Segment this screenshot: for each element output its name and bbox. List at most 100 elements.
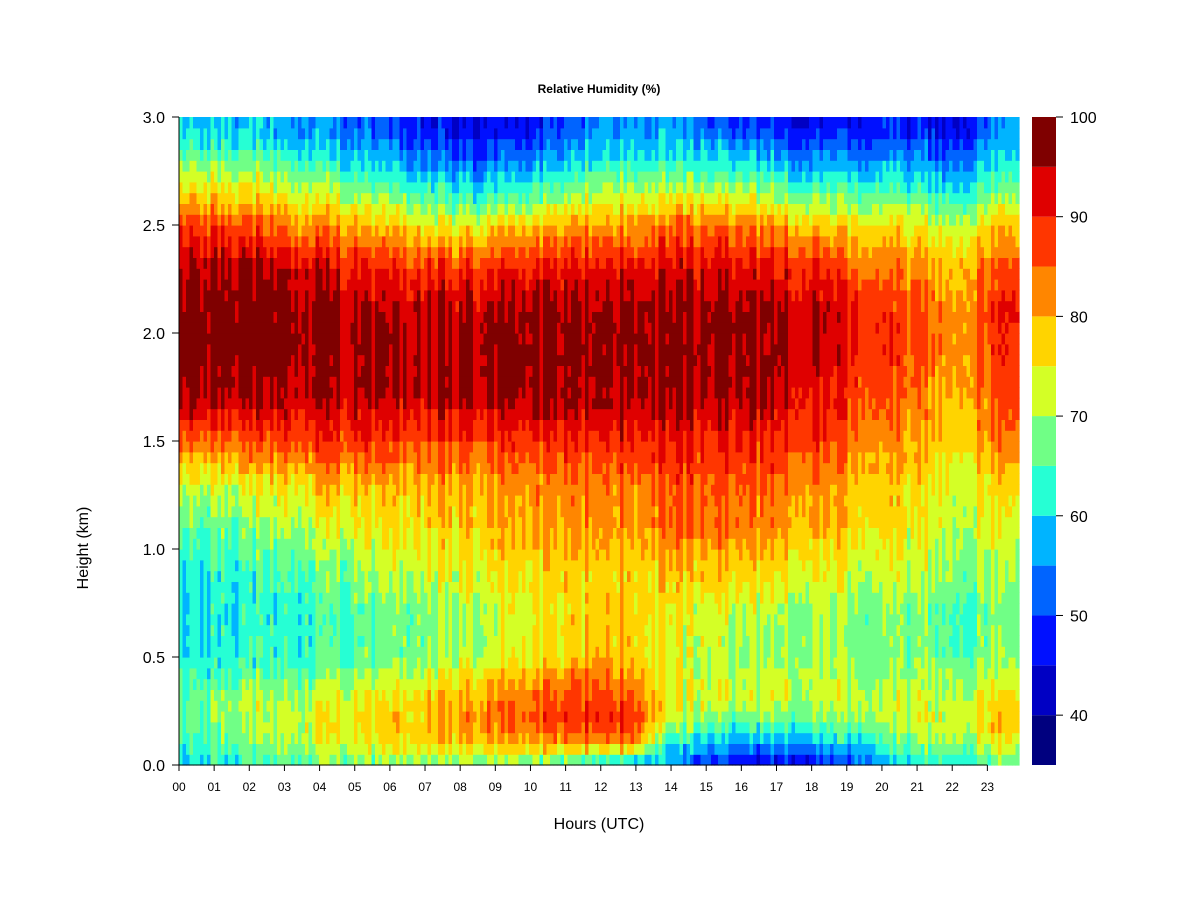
heatmap-cell <box>375 311 380 323</box>
heatmap-cell <box>245 711 250 723</box>
heatmap-cell <box>284 559 289 572</box>
heatmap-cell <box>441 343 446 356</box>
heatmap-cell <box>200 667 205 680</box>
heatmap-cell <box>459 624 464 636</box>
heatmap-cell <box>357 570 362 582</box>
heatmap-cell <box>217 192 222 204</box>
heatmap-cell <box>228 127 233 140</box>
heatmap-cell <box>427 235 432 248</box>
heatmap-cell <box>410 678 415 690</box>
heatmap-cell <box>326 376 331 388</box>
heatmap-cell <box>228 214 233 226</box>
heatmap-cell <box>179 322 184 334</box>
heatmap-cell <box>179 387 184 399</box>
heatmap-cell <box>361 581 366 593</box>
heatmap-cell <box>326 689 331 701</box>
heatmap-cell <box>256 397 261 410</box>
heatmap-cell <box>259 214 264 226</box>
heatmap-cell <box>301 419 306 431</box>
heatmap-cell <box>389 225 394 237</box>
heatmap-cell <box>347 581 352 593</box>
heatmap-cell <box>245 516 250 528</box>
heatmap-cell <box>270 473 275 485</box>
heatmap-cell <box>399 700 404 712</box>
heatmap-cell <box>277 700 282 712</box>
heatmap-cell <box>228 268 233 280</box>
heatmap-cell <box>326 365 331 377</box>
heatmap-cell <box>273 635 278 647</box>
heatmap-cell <box>329 451 334 464</box>
heatmap-cell <box>308 160 313 172</box>
heatmap-cell <box>410 397 415 410</box>
heatmap-cell <box>256 732 261 744</box>
heatmap-cell <box>210 495 215 507</box>
heatmap-cell <box>179 279 184 291</box>
heatmap-cell <box>238 711 243 723</box>
heatmap-cell <box>186 117 191 129</box>
heatmap-cell <box>455 581 460 593</box>
heatmap-cell <box>336 603 341 615</box>
heatmap-cell <box>406 117 411 129</box>
heatmap-cell <box>312 743 317 755</box>
heatmap-cell <box>371 624 376 636</box>
heatmap-cell <box>459 117 464 129</box>
heatmap-cell <box>196 419 201 431</box>
heatmap-cell <box>294 700 299 712</box>
heatmap-cell <box>210 516 215 528</box>
heatmap-cell <box>420 171 425 183</box>
heatmap-cell <box>441 311 446 323</box>
heatmap-cell <box>361 430 366 442</box>
heatmap-cell <box>217 333 222 345</box>
heatmap-cell <box>322 354 327 366</box>
heatmap-cell <box>466 138 471 150</box>
heatmap-cell <box>287 300 292 312</box>
heatmap-cell <box>189 484 194 496</box>
heatmap-cell <box>263 171 268 183</box>
heatmap-cell <box>294 592 299 604</box>
heatmap-cell <box>459 484 464 496</box>
heatmap-cell <box>319 246 324 258</box>
heatmap-cell <box>340 419 345 431</box>
heatmap-cell <box>455 613 460 626</box>
heatmap-cell <box>329 397 334 410</box>
heatmap-cell <box>200 365 205 377</box>
heatmap-cell <box>357 289 362 302</box>
heatmap-cell <box>326 678 331 690</box>
heatmap-cell <box>452 613 457 626</box>
heatmap-cell <box>441 322 446 334</box>
heatmap-cell <box>308 149 313 161</box>
heatmap-cell <box>256 225 261 237</box>
heatmap-cell <box>445 646 450 658</box>
heatmap-cell <box>350 149 355 161</box>
heatmap-cell <box>196 322 201 334</box>
heatmap-cell <box>203 225 208 237</box>
heatmap-cell <box>361 678 366 690</box>
heatmap-cell <box>319 441 324 453</box>
heatmap-cell <box>455 721 460 734</box>
heatmap-cell <box>245 127 250 140</box>
heatmap-cell <box>210 624 215 636</box>
heatmap-cell <box>455 570 460 582</box>
heatmap-cell <box>410 624 415 636</box>
heatmap-cell <box>235 192 240 204</box>
heatmap-cell <box>333 743 338 755</box>
heatmap-cell <box>210 376 215 388</box>
heatmap-cell <box>396 430 401 442</box>
heatmap-cell <box>256 257 261 269</box>
heatmap-cell <box>256 559 261 572</box>
heatmap-cell <box>221 613 226 626</box>
heatmap-cell <box>280 711 285 723</box>
heatmap-cell <box>368 257 373 269</box>
heatmap-cell <box>221 657 226 669</box>
heatmap-cell <box>298 354 303 366</box>
heatmap-cell <box>266 559 271 572</box>
heatmap-cell <box>417 343 422 356</box>
heatmap-cell <box>431 289 436 302</box>
heatmap-cell <box>214 160 219 172</box>
heatmap-cell <box>224 397 229 410</box>
heatmap-cell <box>438 689 443 701</box>
heatmap-cell <box>340 581 345 593</box>
heatmap-cell <box>424 171 429 183</box>
heatmap-cell <box>459 613 464 626</box>
heatmap-cell <box>294 279 299 291</box>
